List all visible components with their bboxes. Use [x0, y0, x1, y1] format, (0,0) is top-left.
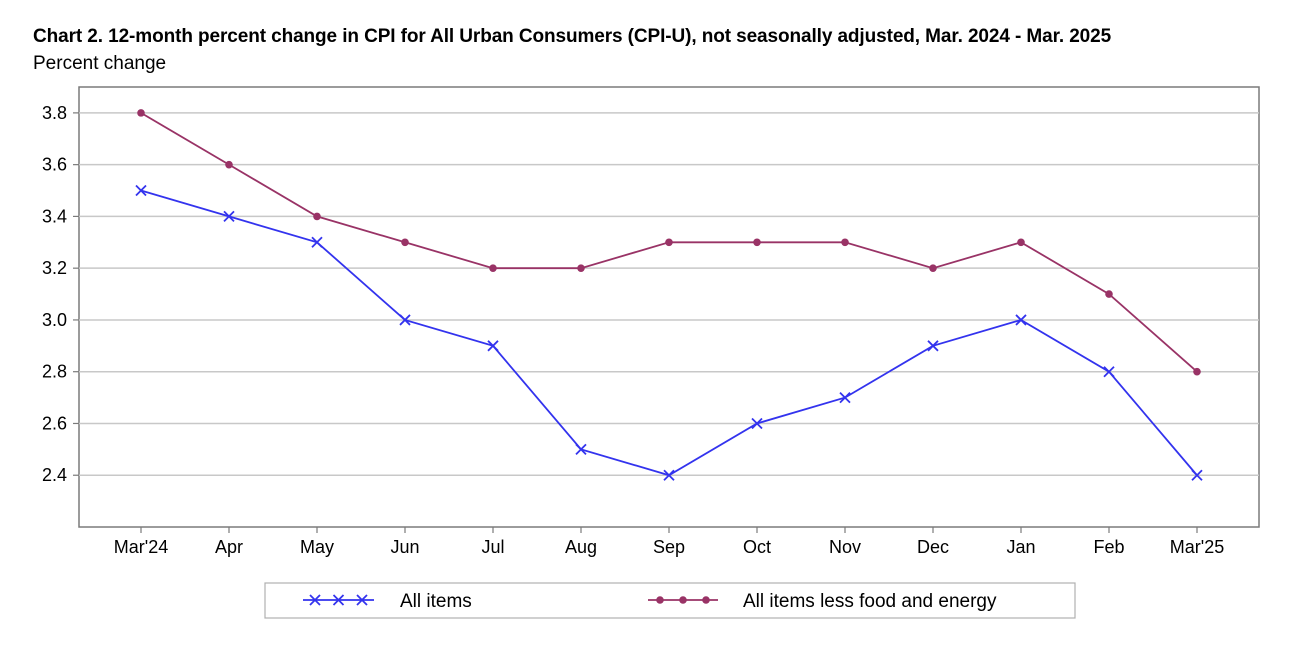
- x-tick-label: Jun: [390, 537, 419, 557]
- x-tick-label: May: [300, 537, 334, 557]
- x-tick-label: Mar'25: [1170, 537, 1224, 557]
- data-point: [753, 238, 761, 247]
- data-point: [1015, 314, 1027, 326]
- data-point: [665, 238, 673, 247]
- chart-title: Chart 2. 12-month percent change in CPI …: [33, 26, 1112, 47]
- data-point: [663, 469, 675, 481]
- x-tick-label: Nov: [829, 537, 861, 557]
- y-tick-label: 2.4: [42, 465, 67, 485]
- x-tick-label: Oct: [743, 537, 771, 557]
- x-tick-label: Apr: [215, 537, 243, 557]
- data-point: [929, 264, 937, 272]
- data-point: [927, 340, 939, 352]
- y-tick-label: 3.2: [42, 258, 67, 278]
- y-tick-label: 2.8: [42, 362, 67, 382]
- data-point: [575, 443, 587, 455]
- data-point: [225, 160, 233, 169]
- data-point: [751, 417, 763, 430]
- x-tick-label: Sep: [653, 537, 685, 557]
- data-point: [399, 314, 411, 326]
- grid-lines: [79, 112, 1259, 476]
- legend-marker: [702, 596, 710, 604]
- legend-marker: [356, 594, 368, 606]
- y-axis-label: Percent change: [33, 53, 167, 74]
- y-tick-label: 3.4: [42, 206, 67, 226]
- data-point: [577, 264, 585, 272]
- data-point: [487, 340, 499, 352]
- data-point: [311, 236, 323, 248]
- data-point: [137, 109, 145, 117]
- data-point: [1193, 367, 1201, 376]
- data-point: [401, 238, 409, 247]
- data-point: [1191, 469, 1203, 481]
- x-tick-label: Jul: [481, 537, 504, 557]
- data-point: [223, 210, 235, 223]
- y-tick-label: 2.6: [42, 413, 67, 433]
- legend-label: All items: [400, 591, 472, 612]
- data-point: [135, 184, 147, 197]
- legend-marker: [332, 594, 345, 606]
- data-point: [1105, 290, 1113, 298]
- x-axis-ticks: Mar'24 Apr May Jun Jul Aug Sep Oct Nov Dec Jan Feb M…: [114, 527, 1224, 557]
- x-tick-label: Mar'24: [114, 537, 168, 557]
- plot-area: [78, 86, 1260, 528]
- y-tick-label: 3.0: [42, 310, 67, 330]
- data-point: [839, 391, 851, 404]
- series-markers: [135, 109, 1203, 481]
- legend-marker: [656, 596, 664, 604]
- y-tick-label: 3.8: [42, 103, 67, 123]
- x-tick-label: Aug: [565, 537, 597, 557]
- x-tick-label: Jan: [1006, 537, 1035, 557]
- y-tick-label: 3.6: [42, 155, 67, 175]
- y-axis-ticks: 2.4 2.6 2.8 3.0 3.2 3.4 3.6 3.8: [42, 103, 79, 485]
- data-point: [1017, 238, 1025, 247]
- legend: All items All items less food and energy: [264, 582, 1076, 619]
- x-tick-label: Dec: [917, 537, 949, 557]
- legend-marker: [309, 594, 321, 606]
- x-tick-label: Feb: [1093, 537, 1124, 557]
- data-point: [489, 264, 497, 272]
- data-point: [1103, 366, 1115, 378]
- legend-marker: [679, 596, 687, 604]
- legend-label: All items less food and energy: [743, 591, 997, 612]
- data-point: [313, 212, 321, 221]
- data-point: [841, 238, 849, 247]
